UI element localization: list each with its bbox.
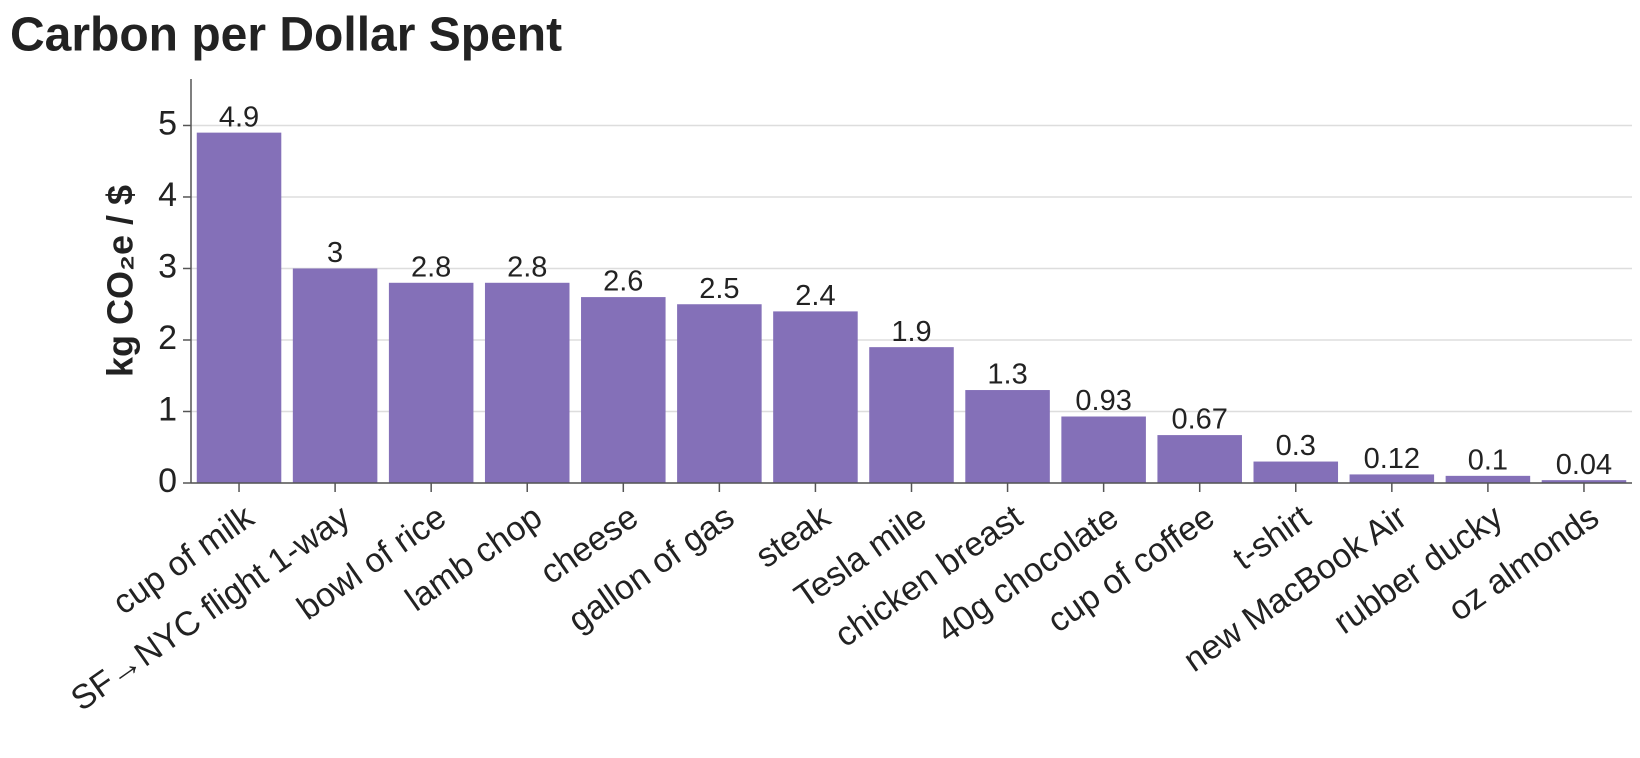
value-label: 1.3	[987, 359, 1027, 391]
bar	[1253, 461, 1339, 483]
bar	[484, 282, 570, 483]
chart-title: Carbon per Dollar Spent	[10, 9, 562, 62]
value-label: 2.4	[795, 280, 835, 312]
bar	[677, 304, 762, 483]
value-label: 4.9	[219, 101, 259, 133]
value-label: 2.8	[411, 251, 451, 283]
bar	[1157, 435, 1242, 483]
bar	[292, 268, 378, 483]
y-tick-label: 2	[158, 319, 177, 357]
bar	[1445, 475, 1531, 483]
value-label: 0.93	[1075, 385, 1131, 417]
y-tick-label: 0	[158, 462, 177, 500]
bar	[965, 390, 1050, 483]
value-label: 3	[327, 237, 343, 269]
bar	[869, 347, 954, 483]
value-label: 1.9	[891, 316, 931, 348]
y-tick-label: 4	[158, 176, 177, 214]
value-label: 0.67	[1171, 404, 1227, 436]
value-label: 0.3	[1276, 430, 1316, 462]
value-label: 2.6	[603, 266, 643, 298]
bar	[1349, 474, 1435, 483]
bar	[1061, 416, 1146, 483]
y-tick-label: 1	[158, 390, 177, 428]
value-label: 2.5	[699, 273, 739, 305]
bar	[196, 132, 282, 484]
bar	[581, 297, 666, 483]
x-tick-label: gallon of gas	[561, 498, 741, 640]
y-axis-label: kg CO₂e / $	[100, 185, 141, 377]
bar	[388, 282, 474, 483]
value-label: 0.1	[1468, 445, 1508, 477]
value-label: 0.12	[1364, 443, 1420, 475]
value-label: 2.8	[507, 251, 547, 283]
y-tick-label: 3	[158, 247, 177, 285]
y-tick-label: 5	[158, 104, 177, 142]
bar	[773, 311, 858, 483]
value-label: 0.04	[1556, 449, 1612, 481]
bar	[1541, 480, 1627, 483]
